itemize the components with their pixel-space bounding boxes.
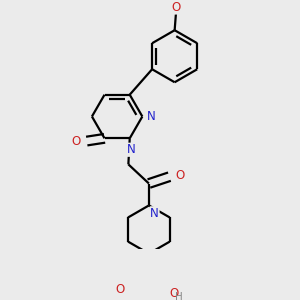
Text: N: N <box>150 207 159 220</box>
Text: O: O <box>71 135 81 148</box>
Text: O: O <box>176 169 185 182</box>
Text: O: O <box>116 283 125 296</box>
Text: H: H <box>175 292 183 300</box>
Text: O: O <box>169 287 178 300</box>
Text: O: O <box>171 1 181 14</box>
Text: N: N <box>147 110 156 123</box>
Text: N: N <box>127 143 136 156</box>
